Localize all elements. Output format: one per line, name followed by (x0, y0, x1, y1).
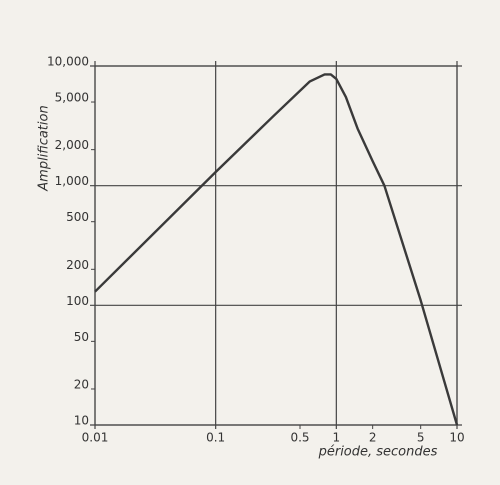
x-tick-label: 5 (417, 431, 425, 445)
y-tick-label: 500 (66, 210, 89, 224)
y-tick-label: 100 (66, 294, 89, 308)
x-tick-label: 2 (369, 431, 377, 445)
x-tick-label: 0.1 (206, 431, 225, 445)
y-tick-label: 2,000 (55, 138, 89, 152)
x-axis-label: période, secondes (318, 445, 438, 460)
x-tick-label: 0.01 (82, 431, 109, 445)
x-tick-label: 0.5 (290, 431, 309, 445)
y-tick-label: 200 (66, 258, 89, 272)
x-tick-label: 10 (449, 431, 464, 445)
y-tick-label: 20 (74, 377, 89, 391)
y-tick-label: 5,000 (55, 91, 89, 105)
y-tick-label: 50 (74, 330, 89, 344)
data-line (94, 73, 459, 426)
y-tick-label: 1,000 (55, 174, 89, 188)
y-axis-label: Amplification (37, 105, 52, 191)
y-tick-label: 10,000 (47, 55, 89, 69)
x-tick-label: 1 (333, 431, 341, 445)
y-tick-label: 10 (74, 414, 89, 428)
